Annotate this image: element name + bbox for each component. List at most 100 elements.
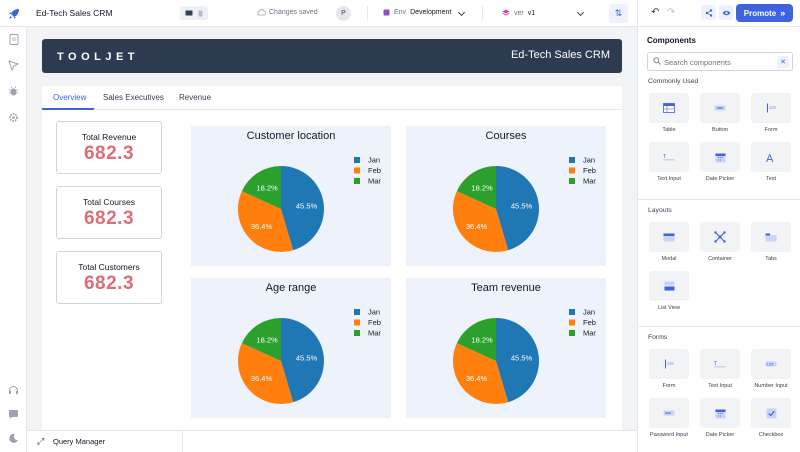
chart-title: Age range xyxy=(265,282,317,294)
preview-button[interactable] xyxy=(719,5,734,20)
share-icon xyxy=(705,8,712,17)
tab-sales-executives[interactable]: Sales Executives xyxy=(103,93,164,102)
slice-data-label: 36.4% xyxy=(251,374,273,383)
component-container[interactable]: Container xyxy=(700,222,740,266)
legend-label[interactable]: Mar xyxy=(368,177,381,186)
stat-value: 682.3 xyxy=(83,143,135,164)
pie-slice-feb[interactable] xyxy=(238,343,294,404)
component-form[interactable]: Form xyxy=(751,93,791,137)
tab-overview[interactable]: Overview xyxy=(53,93,87,102)
sync-button[interactable]: ⇅ xyxy=(609,4,628,23)
device-toggle[interactable] xyxy=(180,6,208,20)
component-text[interactable]: A Text xyxy=(751,142,791,186)
legend-label[interactable]: Jan xyxy=(583,156,595,165)
inspector-icon[interactable] xyxy=(8,60,19,71)
user-avatar[interactable]: P xyxy=(336,6,351,21)
component-button[interactable]: Button xyxy=(700,93,740,137)
pie-slice-mar[interactable] xyxy=(241,318,281,361)
pie-slice-mar[interactable] xyxy=(456,318,496,361)
clear-search-icon[interactable]: ✕ xyxy=(777,56,789,68)
share-button[interactable] xyxy=(701,5,716,20)
comments-icon[interactable] xyxy=(8,409,19,420)
stat-card-total-courses[interactable]: Total Courses 682.3 xyxy=(56,186,162,239)
divider xyxy=(367,6,368,21)
chart-customer-location[interactable]: Customer location 45.5% 36.4% 18.2% Jan Feb M… xyxy=(191,126,391,266)
app-header[interactable]: TOOLJET Ed-Tech Sales CRM xyxy=(42,39,622,73)
pages-icon[interactable] xyxy=(8,34,19,45)
eye-icon xyxy=(722,10,731,15)
legend-label[interactable]: Mar xyxy=(368,329,381,338)
version-selector[interactable]: ver v1 xyxy=(502,9,535,17)
component-modal[interactable]: Modal xyxy=(649,222,689,266)
expand-icon[interactable]: ⤢ xyxy=(37,436,45,446)
query-manager-label[interactable]: Query Manager xyxy=(53,437,106,446)
component-checkbox[interactable]: Checkbox xyxy=(751,398,791,442)
pie-slice-mar[interactable] xyxy=(456,166,496,209)
pie-slice-jan[interactable] xyxy=(281,166,325,251)
header-title: Ed-Tech Sales CRM xyxy=(510,49,610,61)
version-label: ver xyxy=(514,9,524,17)
search-components-input[interactable]: Search components ✕ xyxy=(647,52,793,71)
legend-label[interactable]: Jan xyxy=(368,308,380,317)
settings-gear-icon[interactable] xyxy=(8,112,19,123)
component-list-view[interactable]: List View xyxy=(649,271,689,315)
stat-card-total-revenue[interactable]: Total Revenue 682.3 xyxy=(56,121,162,174)
pie-slice-feb[interactable] xyxy=(238,191,294,252)
support-icon[interactable] xyxy=(8,385,19,396)
tabs-container[interactable]: Overview Sales Executives Revenue Total … xyxy=(42,86,622,430)
component-text-input[interactable]: T Text Input xyxy=(649,142,689,186)
chart-courses[interactable]: Courses 45.5% 36.4% 18.2% Jan Feb Mar xyxy=(406,126,606,266)
mobile-icon[interactable] xyxy=(198,10,203,17)
components-panel: Components Search components ✕ Commonly … xyxy=(637,27,800,452)
environment-chevron-down-icon[interactable] xyxy=(457,8,466,17)
promote-button[interactable]: Promote » xyxy=(736,4,793,22)
component-date-picker[interactable]: Date Picker xyxy=(700,142,740,186)
divider xyxy=(482,6,483,21)
pie-slice-feb[interactable] xyxy=(453,191,509,252)
component-tabs[interactable]: Tabs xyxy=(751,222,791,266)
legend-label[interactable]: Feb xyxy=(583,318,596,327)
component-number-input[interactable]: 123 Number Input xyxy=(751,349,791,393)
legend-label[interactable]: Feb xyxy=(368,166,381,175)
legend-label[interactable]: Jan xyxy=(368,156,380,165)
query-manager-bar[interactable]: ⤢ Query Manager xyxy=(27,430,637,452)
legend-label[interactable]: Feb xyxy=(583,166,596,175)
tab-revenue[interactable]: Revenue xyxy=(179,93,212,102)
component-text-input[interactable]: T Text Input xyxy=(700,349,740,393)
pie-slice-jan[interactable] xyxy=(281,318,325,403)
chart-age-range[interactable]: Age range 45.5% 36.4% 18.2% Jan Feb Mar xyxy=(191,278,391,418)
environment-icon xyxy=(383,9,390,16)
legend-swatch xyxy=(569,319,575,326)
legend-label[interactable]: Mar xyxy=(583,177,596,186)
stat-card-total-customers[interactable]: Total Customers 682.3 xyxy=(56,251,162,304)
desktop-icon[interactable] xyxy=(185,10,193,17)
app-name[interactable]: Ed-Tech Sales CRM xyxy=(36,8,113,18)
legend-label[interactable]: Jan xyxy=(583,308,595,317)
pie-slice-jan[interactable] xyxy=(496,318,539,403)
redo-icon[interactable]: ↷ xyxy=(667,7,676,18)
environment-selector[interactable]: Env Development xyxy=(383,9,451,16)
version-chevron-down-icon[interactable] xyxy=(576,8,585,17)
legend-label[interactable]: Feb xyxy=(368,318,381,327)
pie-slice-feb[interactable] xyxy=(453,343,509,404)
pie-slice-jan[interactable] xyxy=(496,166,539,251)
component-password-input[interactable]: Password Input xyxy=(649,398,689,442)
component-label: Date Picker xyxy=(705,176,735,182)
text-input-icon: T xyxy=(649,142,689,172)
undo-icon[interactable]: ↶ xyxy=(651,7,660,18)
legend-label[interactable]: Mar xyxy=(583,329,596,338)
stat-label: Total Courses xyxy=(83,197,135,207)
app-canvas[interactable]: TOOLJET Ed-Tech Sales CRM Overview Sales… xyxy=(27,27,637,430)
tooljet-logo[interactable] xyxy=(0,0,27,27)
component-date-picker[interactable]: Date Picker xyxy=(700,398,740,442)
dark-mode-icon[interactable] xyxy=(8,433,19,444)
component-table[interactable]: Table xyxy=(649,93,689,137)
debugger-icon[interactable] xyxy=(8,86,19,97)
date-picker-icon xyxy=(700,142,740,172)
legend-swatch xyxy=(569,167,575,174)
component-form[interactable]: Form xyxy=(649,349,689,393)
chart-team-revenue[interactable]: Team revenue 45.5% 36.4% 18.2% Jan Feb Mar xyxy=(406,278,606,418)
pie-slice-mar[interactable] xyxy=(241,166,281,209)
form-icon xyxy=(751,93,791,123)
